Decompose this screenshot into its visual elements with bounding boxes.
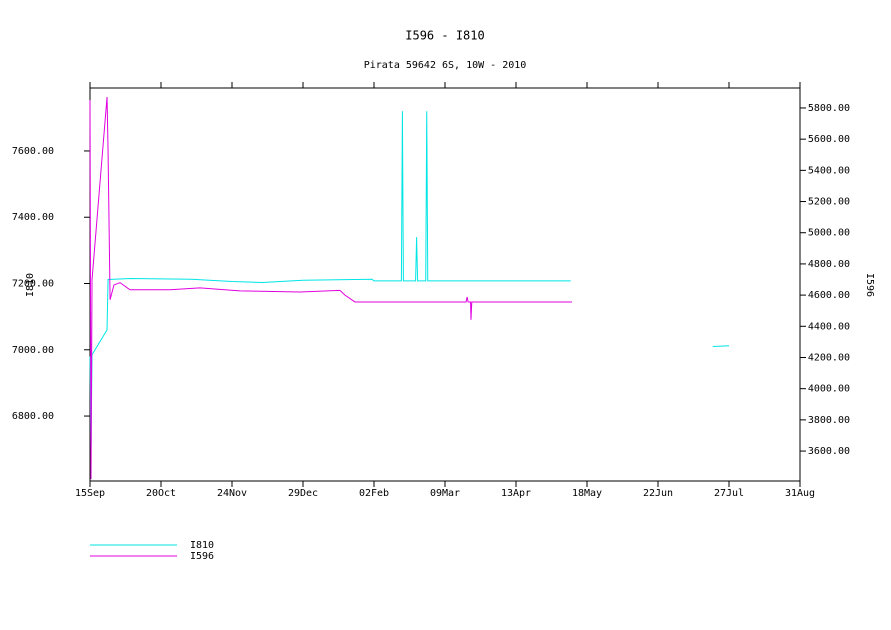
- y-tick-label: 7600.00: [12, 146, 54, 157]
- y-axis-label: I810: [25, 273, 36, 297]
- x-tick-label: 31Aug: [785, 488, 815, 499]
- x-tick-label: 20Oct: [146, 488, 176, 499]
- y-tick-label: 6800.00: [12, 411, 54, 422]
- y2-tick-label: 3600.00: [808, 446, 850, 457]
- y2-axis-label: I596: [864, 273, 875, 297]
- y2-tick-label: 4200.00: [808, 352, 850, 363]
- x-tick-label: 15Sep: [75, 488, 105, 499]
- legend-label: I810: [190, 540, 214, 551]
- y2-tick-label: 5000.00: [808, 228, 850, 239]
- chart-subtitle: Pirata 59642 6S, 10W - 2010: [364, 60, 527, 71]
- y2-tick-label: 4000.00: [808, 384, 850, 395]
- plot-frame: [89, 87, 801, 482]
- x-tick-label: 24Nov: [217, 488, 247, 499]
- y2-tick-label: 5200.00: [808, 197, 850, 208]
- y-tick-label: 7400.00: [12, 212, 54, 223]
- chart-title: I596 - I810: [405, 29, 484, 43]
- y2-tick-label: 4600.00: [808, 290, 850, 301]
- y2-tick-label: 4800.00: [808, 259, 850, 270]
- x-tick-label: 09Mar: [430, 488, 460, 499]
- legend-label: I596: [190, 551, 214, 562]
- x-tick-label: 18May: [572, 488, 602, 499]
- y2-tick-label: 5800.00: [808, 103, 850, 114]
- x-tick-label: 02Feb: [359, 488, 389, 499]
- y-tick-label: 7000.00: [12, 345, 54, 356]
- y-tick-label: 7200.00: [12, 279, 54, 290]
- x-tick-label: 29Dec: [288, 488, 318, 499]
- y2-tick-label: 5400.00: [808, 165, 850, 176]
- x-tick-label: 22Jun: [643, 488, 673, 499]
- series-line: [89, 111, 730, 450]
- series-line: [89, 97, 572, 480]
- y2-tick-label: 3800.00: [808, 415, 850, 426]
- x-tick-label: 27Jul: [714, 488, 744, 499]
- y2-tick-label: 5600.00: [808, 134, 850, 145]
- y2-tick-label: 4400.00: [808, 321, 850, 332]
- x-tick-label: 13Apr: [501, 488, 531, 499]
